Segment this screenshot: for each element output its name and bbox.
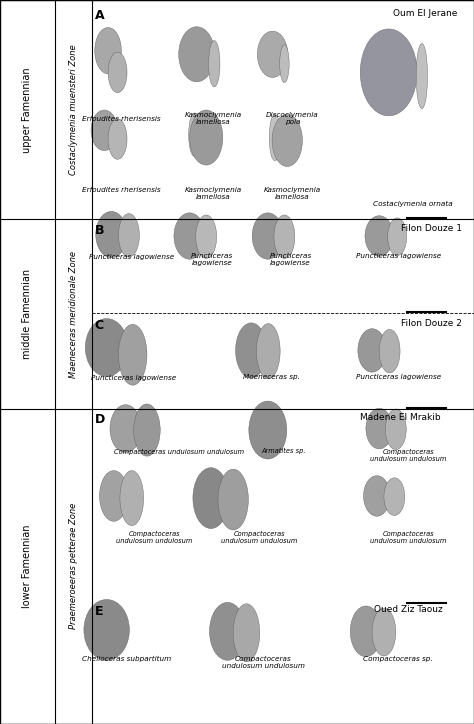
Ellipse shape xyxy=(272,114,302,167)
Ellipse shape xyxy=(209,41,220,87)
Ellipse shape xyxy=(91,110,118,151)
Ellipse shape xyxy=(360,29,417,116)
Ellipse shape xyxy=(189,113,200,156)
Text: Maeneceras meridionale Zone: Maeneceras meridionale Zone xyxy=(69,251,78,378)
Ellipse shape xyxy=(110,405,141,452)
Ellipse shape xyxy=(388,218,407,256)
Text: Compactoceras sp.: Compactoceras sp. xyxy=(364,656,433,662)
Ellipse shape xyxy=(179,27,215,82)
Text: Puncticeras
lagowiense: Puncticeras lagowiense xyxy=(191,253,234,266)
Ellipse shape xyxy=(364,476,390,516)
Ellipse shape xyxy=(350,606,382,657)
Ellipse shape xyxy=(269,114,281,161)
Text: Kasmoclymenia
lamellosa: Kasmoclymenia lamellosa xyxy=(185,187,242,200)
Text: Kasmoclymenia
lamellosa: Kasmoclymenia lamellosa xyxy=(264,187,321,200)
Ellipse shape xyxy=(372,608,396,656)
Ellipse shape xyxy=(365,216,393,256)
Text: Compactoceras
undulosum undulosum: Compactoceras undulosum undulosum xyxy=(370,531,447,544)
Ellipse shape xyxy=(118,324,147,385)
Ellipse shape xyxy=(252,213,283,259)
Text: Madene El Mrakib: Madene El Mrakib xyxy=(360,413,441,421)
Text: B: B xyxy=(95,224,104,237)
Text: Compactoceras
undulosum undulosum: Compactoceras undulosum undulosum xyxy=(116,531,192,544)
Ellipse shape xyxy=(120,471,144,526)
Text: Kasmoclymenia
lamellosa: Kasmoclymenia lamellosa xyxy=(185,112,242,125)
Text: E: E xyxy=(95,605,103,618)
Ellipse shape xyxy=(218,469,248,530)
Text: Puncticeras lagowiense: Puncticeras lagowiense xyxy=(91,375,176,381)
Text: Compactoceras
undulosum undulosum: Compactoceras undulosum undulosum xyxy=(221,531,298,544)
Ellipse shape xyxy=(85,319,128,376)
Text: Discoclymenia
pola: Discoclymenia pola xyxy=(266,112,319,125)
Ellipse shape xyxy=(233,604,260,662)
Ellipse shape xyxy=(274,215,295,258)
Ellipse shape xyxy=(84,599,129,660)
Text: Chelioceras subpartitum: Chelioceras subpartitum xyxy=(82,656,172,662)
Text: Erfoudites rherisensis: Erfoudites rherisensis xyxy=(82,116,160,122)
Text: Puncticeras lagowiense: Puncticeras lagowiense xyxy=(356,374,441,380)
Ellipse shape xyxy=(249,401,287,459)
Ellipse shape xyxy=(257,31,288,77)
Text: Erfoudites rherisensis: Erfoudites rherisensis xyxy=(82,187,160,193)
Text: upper Famennian: upper Famennian xyxy=(22,67,32,153)
Ellipse shape xyxy=(416,43,428,109)
Text: D: D xyxy=(95,413,105,426)
Ellipse shape xyxy=(236,323,267,378)
Text: Filon Douze 1: Filon Douze 1 xyxy=(401,224,462,233)
Ellipse shape xyxy=(96,211,127,258)
Ellipse shape xyxy=(193,468,229,529)
Text: Compactoceras
undulosum undulosum: Compactoceras undulosum undulosum xyxy=(370,449,447,462)
Ellipse shape xyxy=(100,471,128,521)
Ellipse shape xyxy=(366,408,392,449)
Ellipse shape xyxy=(256,324,280,379)
Text: Moeneceras sp.: Moeneceras sp. xyxy=(243,374,300,380)
Ellipse shape xyxy=(118,214,139,257)
Text: Costaclymenia ornata: Costaclymenia ornata xyxy=(373,201,452,206)
Text: lower Famennian: lower Famennian xyxy=(22,524,32,608)
Text: Compactoceras
undulosum undulosum: Compactoceras undulosum undulosum xyxy=(221,656,305,669)
Text: C: C xyxy=(95,319,104,332)
Ellipse shape xyxy=(174,213,205,259)
Ellipse shape xyxy=(95,28,121,74)
Text: A: A xyxy=(95,9,104,22)
Text: Oum El Jerane: Oum El Jerane xyxy=(393,9,458,17)
Ellipse shape xyxy=(358,329,386,372)
Text: Costaclymenia muensteri Zone: Costaclymenia muensteri Zone xyxy=(69,45,78,175)
Text: Compactoceras undulosum undulosum: Compactoceras undulosum undulosum xyxy=(114,449,244,455)
Ellipse shape xyxy=(280,45,289,83)
Ellipse shape xyxy=(379,329,400,373)
Text: Puncticeras lagowiense: Puncticeras lagowiense xyxy=(89,253,174,259)
Text: Armatites sp.: Armatites sp. xyxy=(261,448,306,454)
Text: middle Famennian: middle Famennian xyxy=(22,269,32,359)
Text: Filon Douze 2: Filon Douze 2 xyxy=(401,319,461,327)
Text: Praemeroeeras petterae Zone: Praemeroeeras petterae Zone xyxy=(69,503,78,629)
Text: Puncticeras
lagowiense: Puncticeras lagowiense xyxy=(269,253,312,266)
Ellipse shape xyxy=(196,215,217,258)
Ellipse shape xyxy=(190,110,223,165)
Ellipse shape xyxy=(210,602,246,660)
Ellipse shape xyxy=(108,119,127,159)
Ellipse shape xyxy=(134,404,160,456)
Ellipse shape xyxy=(385,409,406,450)
Text: Oued Ziz Taouz: Oued Ziz Taouz xyxy=(374,605,443,613)
Ellipse shape xyxy=(108,52,127,93)
Ellipse shape xyxy=(384,478,405,515)
Text: Puncticeras lagowiense: Puncticeras lagowiense xyxy=(356,253,441,258)
